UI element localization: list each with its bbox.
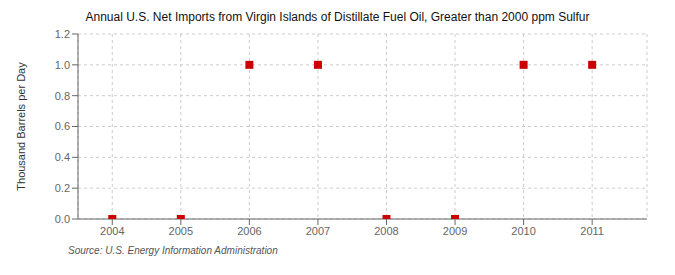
svg-text:2009: 2009 [443, 225, 467, 237]
svg-text:0.8: 0.8 [55, 90, 70, 102]
svg-text:2007: 2007 [306, 225, 330, 237]
svg-text:0.4: 0.4 [55, 151, 70, 163]
svg-text:1.2: 1.2 [55, 28, 70, 40]
html-text:Annual U.S. Net Imports from V: Annual U.S. Net Imports from Virgin Isla… [85, 10, 590, 24]
svg-text:2010: 2010 [511, 225, 535, 237]
svg-text:1.0: 1.0 [55, 59, 70, 71]
svg-text:0.6: 0.6 [55, 120, 70, 132]
html-text:Source: U.S. Energy Informatio: Source: U.S. Energy Information Administ… [68, 245, 278, 256]
svg-text:0.2: 0.2 [55, 182, 70, 194]
svg-text:0.0: 0.0 [55, 213, 70, 225]
svg-text:2005: 2005 [169, 225, 193, 237]
svg-text:Thousand Barrels per Day: Thousand Barrels per Day [15, 62, 27, 191]
svg-text:2011: 2011 [580, 225, 604, 237]
svg-text:2004: 2004 [100, 225, 124, 237]
svg-text:2008: 2008 [374, 225, 398, 237]
svg-text:2006: 2006 [237, 225, 261, 237]
